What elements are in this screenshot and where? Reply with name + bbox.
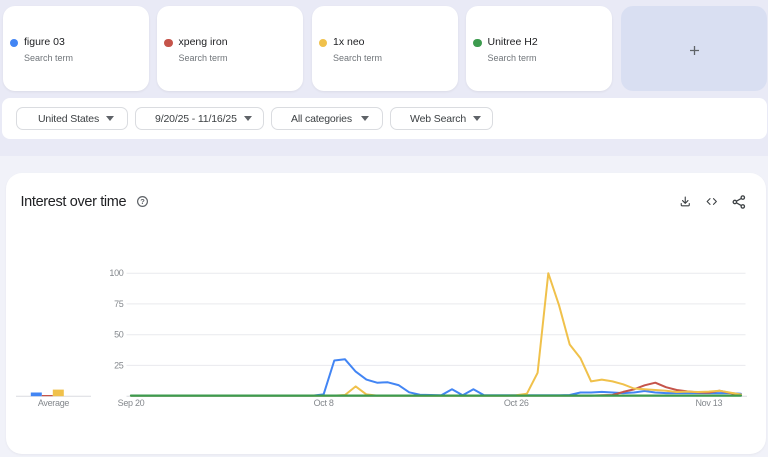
svg-text:50: 50	[114, 329, 124, 339]
svg-text:?: ?	[140, 197, 145, 206]
svg-text:Sep 20: Sep 20	[118, 397, 145, 407]
svg-text:75: 75	[114, 298, 124, 308]
svg-text:25: 25	[114, 360, 124, 370]
svg-text:Oct 26: Oct 26	[504, 397, 529, 407]
svg-text:100: 100	[109, 268, 123, 278]
svg-text:Nov 13: Nov 13	[695, 397, 722, 407]
svg-text:Oct 8: Oct 8	[314, 397, 334, 407]
svg-text:Average: Average	[38, 397, 70, 407]
